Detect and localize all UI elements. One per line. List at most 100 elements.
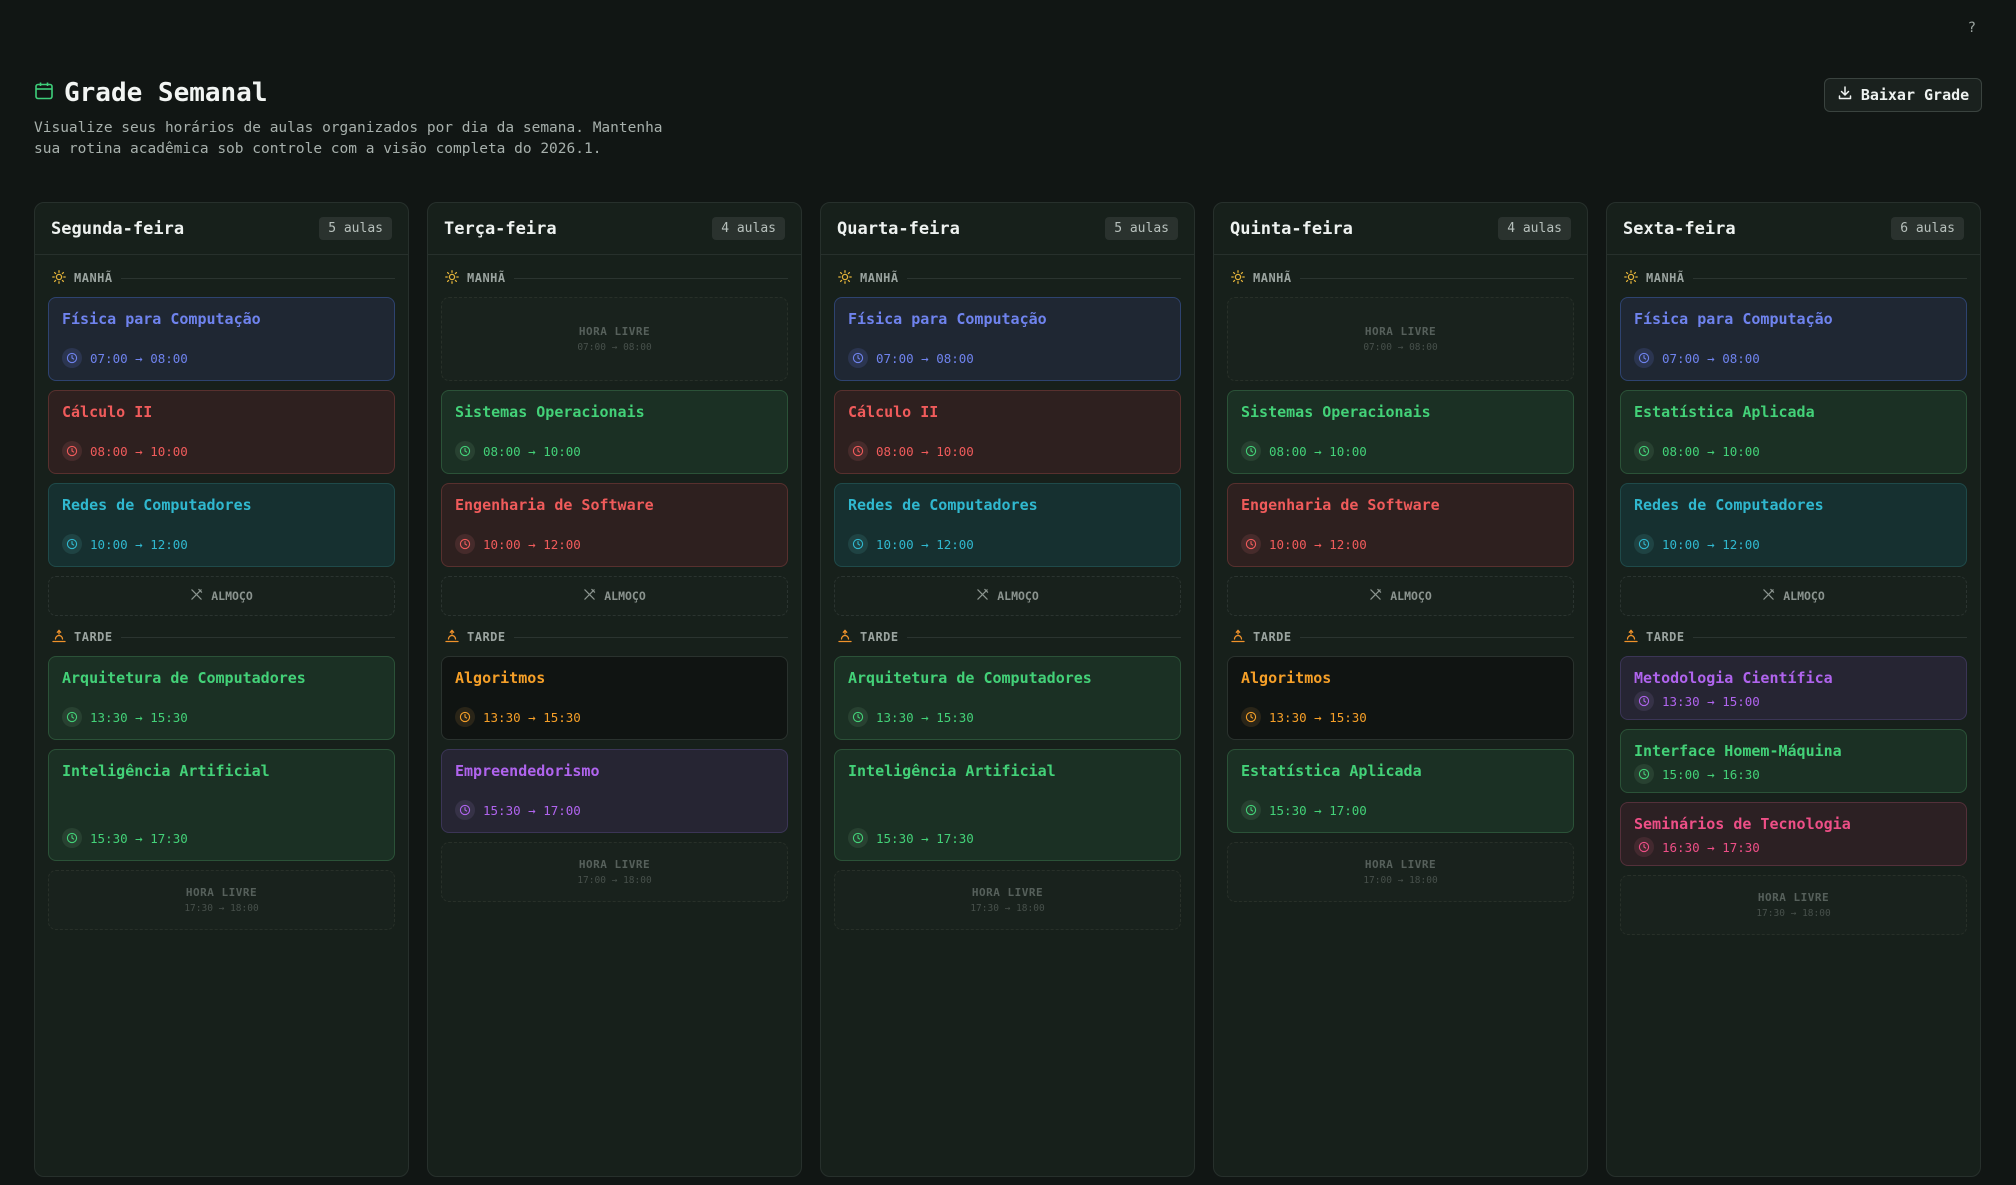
class-card[interactable]: Inteligência Artificial 15:30 → 17:30	[834, 749, 1181, 861]
clock-icon	[455, 441, 475, 461]
class-time: 10:00 → 12:00	[1634, 534, 1760, 554]
class-card[interactable]: Redes de Computadores 10:00 → 12:00	[48, 483, 395, 567]
class-time-text: 13:30 → 15:30	[90, 709, 188, 725]
class-time: 07:00 → 08:00	[1634, 348, 1760, 368]
lunch-break: ALMOÇO	[1227, 576, 1574, 616]
class-card[interactable]: Cálculo II 08:00 → 10:00	[48, 390, 395, 474]
day-name: Quinta-feira	[1230, 218, 1353, 239]
class-time: 15:00 → 16:30	[1634, 764, 1953, 784]
class-count-badge: 4 aulas	[712, 217, 785, 240]
day-column-5: Sexta-feira 6 aulas MANHÃ Física para Co…	[1606, 202, 1981, 1177]
afternoon-header: TARDE	[445, 628, 788, 646]
class-card[interactable]: Empreendedorismo 15:30 → 17:00	[441, 749, 788, 833]
free-slot: HORA LIVRE 07:00 → 08:00	[441, 297, 788, 381]
class-card[interactable]: Sistemas Operacionais 08:00 → 10:00	[1227, 390, 1574, 474]
class-card[interactable]: Metodologia Científica 13:30 → 15:00	[1620, 656, 1967, 720]
class-time: 13:30 → 15:30	[848, 707, 974, 727]
class-count-badge: 5 aulas	[1105, 217, 1178, 240]
utensils-icon	[1369, 588, 1382, 604]
class-card[interactable]: Física para Computação 07:00 → 08:00	[48, 297, 395, 381]
morning-slots: HORA LIVRE 07:00 → 08:00 Sistemas Operacio…	[1227, 297, 1574, 567]
lunch-break: ALMOÇO	[48, 576, 395, 616]
class-count-badge: 6 aulas	[1891, 217, 1964, 240]
class-time-text: 08:00 → 10:00	[483, 443, 581, 459]
sunset-icon	[1231, 628, 1245, 647]
class-card[interactable]: Estatística Aplicada 08:00 → 10:00	[1620, 390, 1967, 474]
class-card[interactable]: Cálculo II 08:00 → 10:00	[834, 390, 1181, 474]
free-time: 17:00 → 18:00	[1363, 875, 1438, 886]
class-card[interactable]: Engenharia de Software 10:00 → 12:00	[1227, 483, 1574, 567]
calendar-icon	[34, 81, 54, 105]
class-card[interactable]: Arquitetura de Computadores 13:30 → 15:30	[48, 656, 395, 740]
week-columns: Segunda-feira 5 aulas MANHÃ Física para …	[34, 202, 1981, 1177]
divider	[906, 277, 1181, 279]
lunch-break: ALMOÇO	[1620, 576, 1967, 616]
clock-icon	[848, 828, 868, 848]
class-card[interactable]: Física para Computação 07:00 → 08:00	[834, 297, 1181, 381]
sun-icon	[838, 269, 852, 288]
clock-icon	[62, 828, 82, 848]
day-column-4: Quinta-feira 4 aulas MANHÃ HORA LIVRE 07:…	[1213, 202, 1588, 1177]
morning-header: MANHÃ	[445, 269, 788, 287]
lunch-break: ALMOÇO	[834, 576, 1181, 616]
download-button[interactable]: Baixar Grade	[1824, 78, 1982, 112]
class-name: Estatística Aplicada	[1241, 762, 1422, 780]
afternoon-header: TARDE	[838, 628, 1181, 646]
clock-icon	[1634, 764, 1654, 784]
afternoon-label: TARDE	[860, 630, 899, 644]
class-card[interactable]: Redes de Computadores 10:00 → 12:00	[1620, 483, 1967, 567]
day-name: Segunda-feira	[51, 218, 185, 239]
class-time: 08:00 → 10:00	[848, 441, 974, 461]
class-card[interactable]: Interface Homem-Máquina 15:00 → 16:30	[1620, 729, 1967, 793]
help-button[interactable]: ?	[1967, 20, 1976, 36]
free-label: HORA LIVRE	[185, 886, 258, 899]
class-card[interactable]: Engenharia de Software 10:00 → 12:00	[441, 483, 788, 567]
sun-icon	[52, 269, 66, 288]
afternoon-slots: Metodologia Científica 13:30 → 15:00 Inter…	[1620, 656, 1967, 935]
class-time-text: 07:00 → 08:00	[876, 350, 974, 366]
afternoon-header: TARDE	[52, 628, 395, 646]
title-row: Grade Semanal	[34, 78, 1982, 108]
clock-icon	[848, 707, 868, 727]
day-header: Terça-feira 4 aulas	[428, 203, 801, 255]
sun-icon	[1624, 269, 1638, 288]
class-time-text: 07:00 → 08:00	[90, 350, 188, 366]
clock-icon	[848, 534, 868, 554]
divider	[120, 636, 395, 638]
divider	[1299, 636, 1574, 638]
class-card[interactable]: Estatística Aplicada 15:30 → 17:00	[1227, 749, 1574, 833]
free-label: HORA LIVRE	[971, 886, 1044, 899]
class-card[interactable]: Seminários de Tecnologia 16:30 → 17:30	[1620, 802, 1967, 866]
class-card[interactable]: Algoritmos 13:30 → 15:30	[1227, 656, 1574, 740]
class-card[interactable]: Sistemas Operacionais 08:00 → 10:00	[441, 390, 788, 474]
lunch-label: ALMOÇO	[1783, 589, 1825, 603]
class-time: 13:30 → 15:30	[455, 707, 581, 727]
class-name: Empreendedorismo	[455, 762, 600, 780]
class-card[interactable]: Algoritmos 13:30 → 15:30	[441, 656, 788, 740]
class-time: 10:00 → 12:00	[62, 534, 188, 554]
sun-icon	[1231, 269, 1245, 288]
class-card[interactable]: Redes de Computadores 10:00 → 12:00	[834, 483, 1181, 567]
free-time: 07:00 → 08:00	[1363, 342, 1438, 353]
class-time-text: 10:00 → 12:00	[483, 536, 581, 552]
class-time-text: 08:00 → 10:00	[90, 443, 188, 459]
afternoon-slots: Arquitetura de Computadores 13:30 → 15:30…	[834, 656, 1181, 930]
day-name: Terça-feira	[444, 218, 557, 239]
morning-label: MANHÃ	[1646, 271, 1685, 285]
class-name: Inteligência Artificial	[848, 762, 1056, 780]
download-icon	[1837, 85, 1853, 105]
class-card[interactable]: Arquitetura de Computadores 13:30 → 15:30	[834, 656, 1181, 740]
clock-icon	[1634, 441, 1654, 461]
clock-icon	[1634, 691, 1654, 711]
class-time-text: 10:00 → 12:00	[1662, 536, 1760, 552]
day-column-3: Quarta-feira 5 aulas MANHÃ Física para C…	[820, 202, 1195, 1177]
clock-icon	[848, 441, 868, 461]
class-name: Sistemas Operacionais	[455, 403, 645, 421]
class-name: Interface Homem-Máquina	[1634, 742, 1842, 760]
morning-header: MANHÃ	[52, 269, 395, 287]
free-slot: HORA LIVRE 17:00 → 18:00	[441, 842, 788, 902]
afternoon-label: TARDE	[74, 630, 113, 644]
class-card[interactable]: Física para Computação 07:00 → 08:00	[1620, 297, 1967, 381]
class-card[interactable]: Inteligência Artificial 15:30 → 17:30	[48, 749, 395, 861]
day-column-2: Terça-feira 4 aulas MANHÃ HORA LIVRE 07:0…	[427, 202, 802, 1177]
